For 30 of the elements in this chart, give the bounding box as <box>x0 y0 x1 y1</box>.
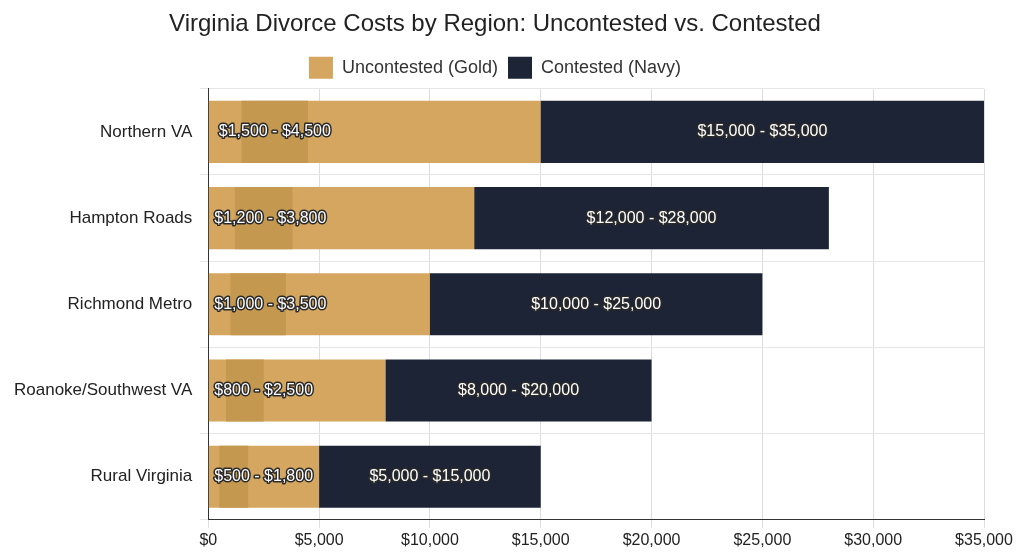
x-tick-label: $15,000 <box>511 530 570 548</box>
annotation: $500 - $1,800 <box>214 467 314 485</box>
annotation: $5,000 - $15,000 <box>369 467 491 485</box>
x-tick-label: $10,000 <box>401 530 459 548</box>
bar <box>385 359 652 422</box>
annotation: $1,200 - $3,800 <box>214 208 327 226</box>
bar <box>429 273 763 336</box>
x-tick-label: $35,000 <box>955 530 1014 548</box>
x-tick-label: $0 <box>199 530 218 548</box>
x-tick-label: $30,000 <box>844 530 903 548</box>
annotation: $12,000 - $28,000 <box>586 208 717 226</box>
x-tick-label: $20,000 <box>622 530 681 548</box>
chart-title: Virginia Divorce Costs by Region: Uncontested vs. Contested <box>169 9 821 37</box>
y-tick-label: Rural Virginia <box>90 466 193 486</box>
x-tick-label: $5,000 <box>294 530 344 548</box>
annotation: $1,500 - $4,500 <box>218 122 331 140</box>
annotation: $15,000 - $35,000 <box>697 122 828 140</box>
y-tick-label: Northern VA <box>100 121 193 141</box>
y-tick-label: Roanoke/Southwest VA <box>14 380 193 400</box>
legend-label: Contested (Navy) <box>541 56 682 77</box>
annotation: $8,000 - $20,000 <box>458 380 580 398</box>
y-tick-label: Hampton Roads <box>69 207 193 227</box>
bar <box>540 100 984 163</box>
legend-label: Uncontested (Gold) <box>341 56 499 77</box>
annotation: $10,000 - $25,000 <box>531 294 662 312</box>
annotation: $1,000 - $3,500 <box>214 294 327 312</box>
x-tick-label: $25,000 <box>733 530 792 548</box>
y-tick-label: Richmond Metro <box>67 293 193 313</box>
annotation: $800 - $2,500 <box>214 380 314 398</box>
bar <box>474 187 829 250</box>
